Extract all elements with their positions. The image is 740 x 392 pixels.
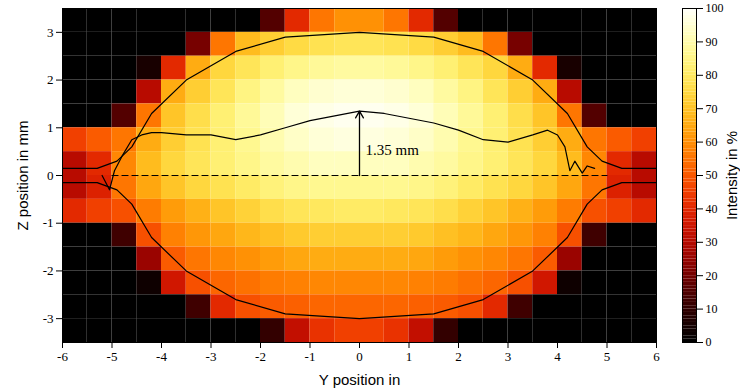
svg-text:Z position in mm: Z position in mm xyxy=(14,120,31,230)
svg-text:-3: -3 xyxy=(206,349,217,364)
svg-text:10: 10 xyxy=(706,302,718,316)
svg-text:-2: -2 xyxy=(43,263,54,278)
svg-text:30: 30 xyxy=(706,235,718,249)
svg-text:20: 20 xyxy=(706,269,718,283)
svg-text:4: 4 xyxy=(554,349,561,364)
svg-text:-4: -4 xyxy=(156,349,167,364)
svg-text:3: 3 xyxy=(505,349,512,364)
svg-text:2: 2 xyxy=(455,349,462,364)
svg-text:3: 3 xyxy=(47,25,54,40)
svg-text:0: 0 xyxy=(356,349,363,364)
svg-text:0: 0 xyxy=(47,168,54,183)
svg-text:-6: -6 xyxy=(57,349,68,364)
svg-text:-1: -1 xyxy=(43,215,54,230)
svg-text:90: 90 xyxy=(706,35,718,49)
svg-text:60: 60 xyxy=(706,135,718,149)
svg-text:40: 40 xyxy=(706,202,718,216)
svg-text:-2: -2 xyxy=(255,349,266,364)
svg-text:Intensity in %: Intensity in % xyxy=(723,131,740,220)
svg-text:-3: -3 xyxy=(43,311,54,326)
svg-text:6: 6 xyxy=(653,349,660,364)
svg-text:50: 50 xyxy=(706,168,718,182)
svg-text:-1: -1 xyxy=(305,349,316,364)
svg-text:5: 5 xyxy=(604,349,611,364)
svg-text:70: 70 xyxy=(706,102,718,116)
svg-text:1: 1 xyxy=(47,120,54,135)
svg-text:0: 0 xyxy=(706,335,712,349)
svg-text:-5: -5 xyxy=(107,349,118,364)
svg-text:1: 1 xyxy=(406,349,413,364)
svg-text:Y position in: Y position in xyxy=(319,371,400,388)
svg-text:2: 2 xyxy=(47,72,54,87)
svg-text:80: 80 xyxy=(706,68,718,82)
svg-text:1.35 mm: 1.35 mm xyxy=(366,142,420,158)
svg-text:100: 100 xyxy=(706,1,724,15)
